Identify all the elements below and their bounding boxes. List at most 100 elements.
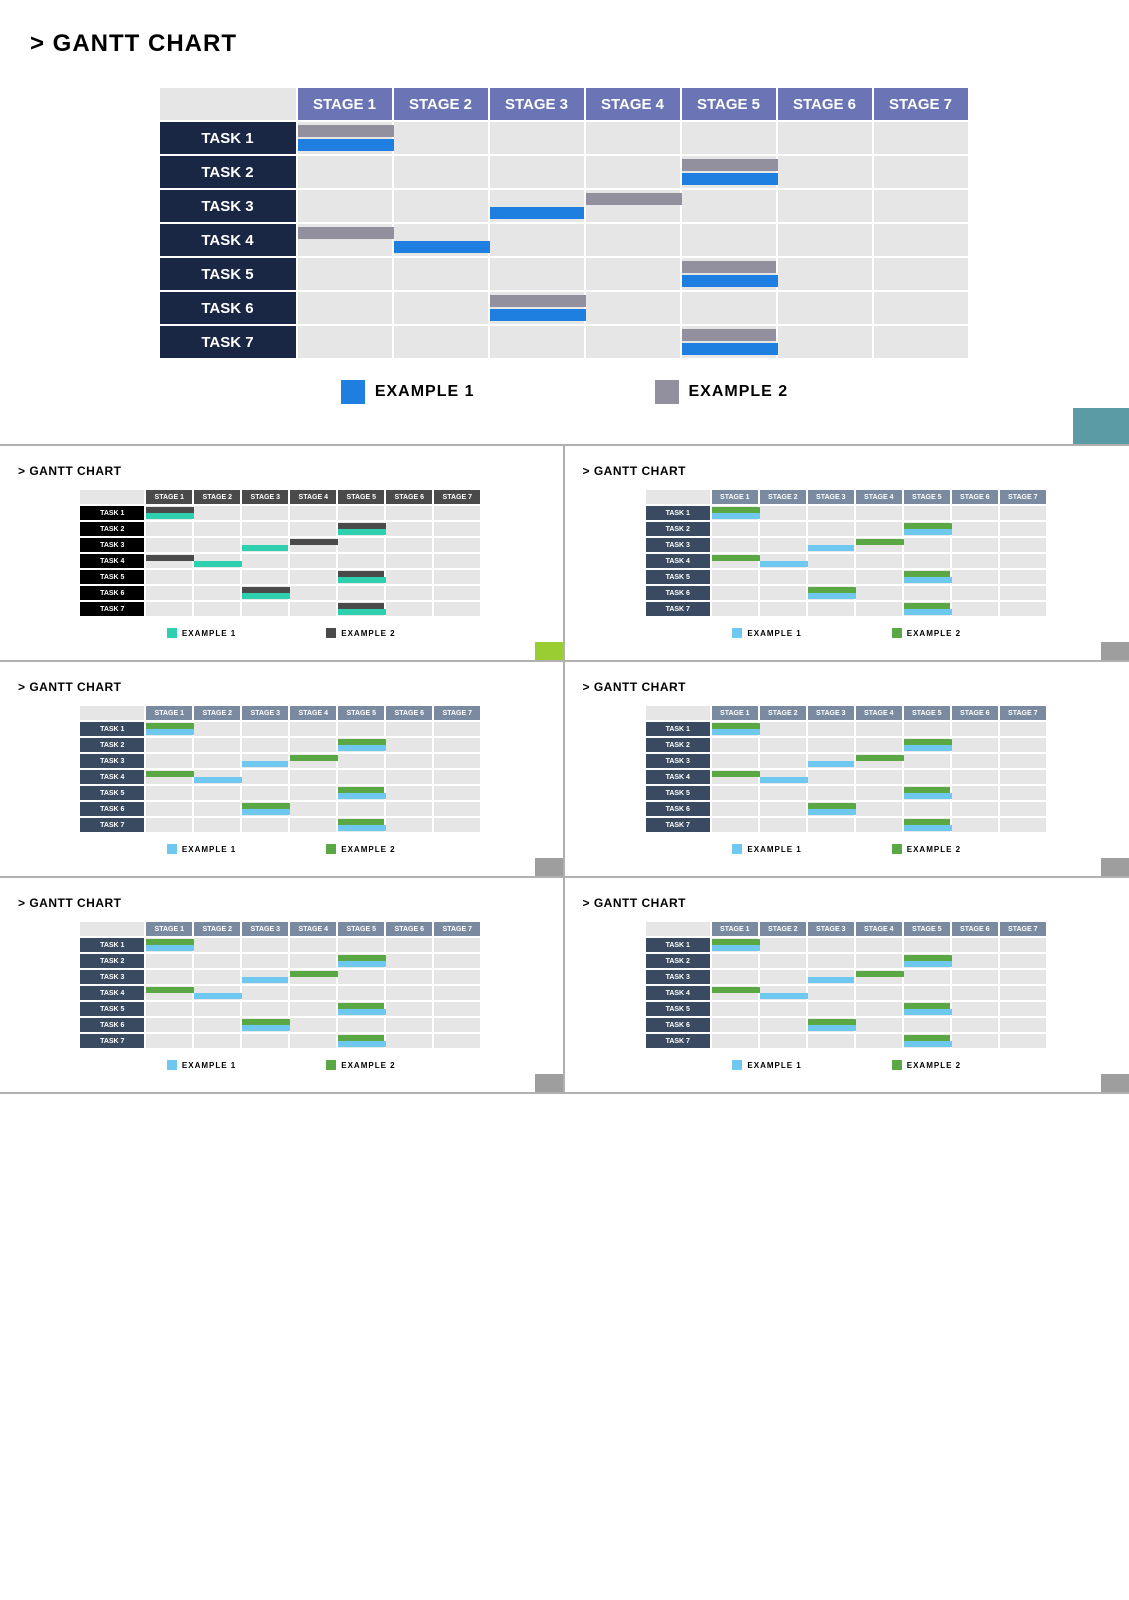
legend-swatch-ex2 bbox=[326, 628, 336, 638]
stage-header: STAGE 2 bbox=[760, 706, 808, 722]
legend-item-ex2: EXAMPLE 2 bbox=[326, 844, 395, 854]
grid-cell bbox=[760, 722, 808, 738]
grid-cell bbox=[194, 802, 242, 818]
thumbnail-panel: > GANTT CHARTSTAGE 1STAGE 2STAGE 3STAGE … bbox=[565, 446, 1129, 662]
gantt-bar-ex1 bbox=[808, 761, 854, 767]
grid-cell bbox=[338, 754, 386, 770]
legend-label-ex1: EXAMPLE 1 bbox=[375, 383, 475, 401]
grid-cell bbox=[386, 970, 434, 986]
task-label: TASK 4 bbox=[646, 986, 712, 1002]
grid-cell bbox=[856, 602, 904, 618]
grid-cell bbox=[434, 586, 482, 602]
grid-cell bbox=[242, 818, 290, 834]
task-label: TASK 6 bbox=[646, 586, 712, 602]
grid-cell bbox=[490, 224, 586, 258]
legend: EXAMPLE 1 EXAMPLE 2 bbox=[30, 380, 1099, 404]
grid-cell bbox=[760, 1002, 808, 1018]
stage-header: STAGE 2 bbox=[194, 706, 242, 722]
legend-item-ex1: EXAMPLE 1 bbox=[732, 1060, 801, 1070]
grid-cell bbox=[682, 190, 778, 224]
legend-label-ex2: EXAMPLE 2 bbox=[907, 629, 961, 638]
grid-cell bbox=[712, 554, 760, 570]
thumbnail-panel: > GANTT CHARTSTAGE 1STAGE 2STAGE 3STAGE … bbox=[0, 446, 565, 662]
grid-cell bbox=[338, 938, 386, 954]
grid-cell bbox=[1000, 570, 1048, 586]
grid-cell bbox=[904, 754, 952, 770]
grid-cell bbox=[394, 292, 490, 326]
stage-header: STAGE 7 bbox=[1000, 922, 1048, 938]
grid-cell bbox=[808, 722, 856, 738]
stage-header: STAGE 1 bbox=[146, 706, 194, 722]
stage-header: STAGE 7 bbox=[434, 922, 482, 938]
grid-cell bbox=[242, 770, 290, 786]
grid-cell bbox=[242, 586, 290, 602]
grid-cell bbox=[856, 738, 904, 754]
grid-cell bbox=[856, 802, 904, 818]
grid-cell bbox=[194, 1002, 242, 1018]
grid-cell bbox=[434, 1034, 482, 1050]
accent-square bbox=[535, 642, 563, 660]
legend-item-ex2: EXAMPLE 2 bbox=[892, 844, 961, 854]
grid-cell bbox=[952, 754, 1000, 770]
task-label: TASK 7 bbox=[646, 602, 712, 618]
grid-cell bbox=[434, 602, 482, 618]
grid-cell bbox=[760, 570, 808, 586]
grid-cell bbox=[808, 554, 856, 570]
accent-square bbox=[1073, 408, 1129, 444]
stage-header: STAGE 3 bbox=[808, 706, 856, 722]
grid-cell bbox=[712, 770, 760, 786]
grid-cell bbox=[712, 986, 760, 1002]
grid-cell bbox=[194, 986, 242, 1002]
grid-cell bbox=[386, 586, 434, 602]
stage-header: STAGE 1 bbox=[712, 922, 760, 938]
grid-cell bbox=[904, 570, 952, 586]
legend-swatch-ex1 bbox=[167, 628, 177, 638]
grid-cell bbox=[242, 506, 290, 522]
task-label: TASK 6 bbox=[80, 802, 146, 818]
grid-cell bbox=[682, 292, 778, 326]
grid-cell bbox=[386, 722, 434, 738]
legend-item-ex2: EXAMPLE 2 bbox=[655, 380, 789, 404]
grid-cell bbox=[1000, 802, 1048, 818]
grid-cell bbox=[434, 754, 482, 770]
grid-cell bbox=[904, 954, 952, 970]
grid-cell bbox=[1000, 722, 1048, 738]
legend-label-ex1: EXAMPLE 1 bbox=[747, 629, 801, 638]
grid-cell bbox=[194, 554, 242, 570]
gantt-bar-ex1 bbox=[490, 207, 584, 220]
grid-cell bbox=[856, 570, 904, 586]
grid-cell bbox=[490, 122, 586, 156]
grid-cell bbox=[194, 970, 242, 986]
grid-cell bbox=[760, 1018, 808, 1034]
grid-cell bbox=[952, 522, 1000, 538]
grid-cell bbox=[242, 1018, 290, 1034]
gantt-bar-ex2 bbox=[338, 787, 384, 793]
stage-header: STAGE 7 bbox=[1000, 706, 1048, 722]
stage-header: STAGE 5 bbox=[904, 706, 952, 722]
grid-cell bbox=[290, 818, 338, 834]
grid-cell bbox=[760, 1034, 808, 1050]
grid-cell bbox=[242, 554, 290, 570]
gantt-bar-ex1 bbox=[242, 761, 288, 767]
grid-cell bbox=[808, 738, 856, 754]
grid-cell bbox=[904, 770, 952, 786]
grid-cell bbox=[904, 1002, 952, 1018]
grid-cell bbox=[760, 970, 808, 986]
grid-cell bbox=[338, 970, 386, 986]
grid-cell bbox=[194, 586, 242, 602]
task-label: TASK 2 bbox=[646, 522, 712, 538]
grid-cell bbox=[290, 506, 338, 522]
grid-cell bbox=[1000, 970, 1048, 986]
grid-cell bbox=[712, 1018, 760, 1034]
grid-cell bbox=[146, 938, 194, 954]
grid-cell bbox=[712, 786, 760, 802]
stage-header: STAGE 5 bbox=[338, 490, 386, 506]
thumbnail-title: > GANTT CHART bbox=[18, 896, 545, 910]
grid-cell bbox=[386, 1002, 434, 1018]
task-label: TASK 4 bbox=[80, 986, 146, 1002]
grid-cell bbox=[856, 954, 904, 970]
grid-cell bbox=[586, 258, 682, 292]
gantt-bar-ex2 bbox=[682, 261, 776, 274]
grid-cell bbox=[712, 738, 760, 754]
grid-cell bbox=[760, 538, 808, 554]
